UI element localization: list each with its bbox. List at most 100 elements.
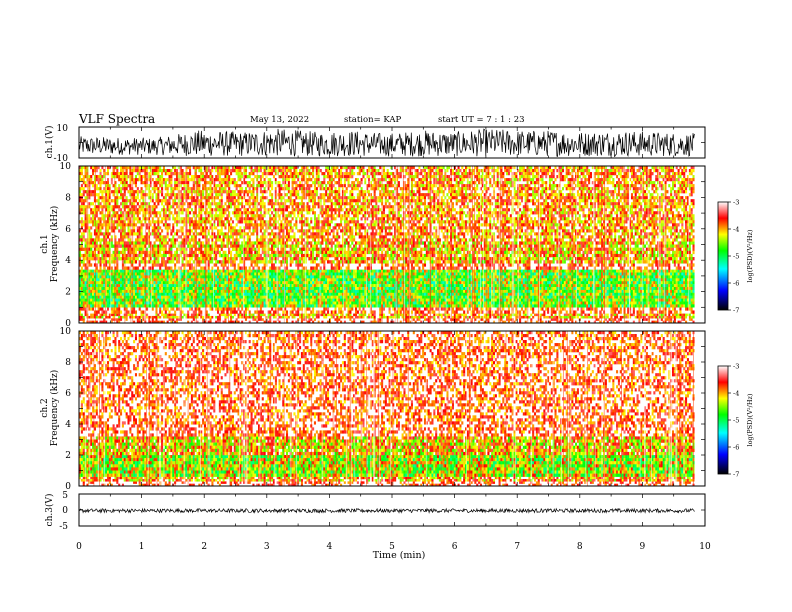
spectrogram-cell — [149, 278, 152, 282]
spectrogram-cell — [267, 275, 270, 279]
spectrogram-cell — [88, 275, 91, 279]
spectrogram-cell — [101, 295, 104, 299]
spectrogram-cell — [248, 281, 251, 285]
spectrogram-cell — [295, 301, 298, 305]
spectrogram-cell — [125, 298, 128, 302]
spectrogram-cell — [271, 289, 274, 294]
spectrogram-cell — [653, 269, 656, 273]
spectrogram-cell — [502, 278, 505, 282]
spectrogram-cell — [215, 275, 218, 279]
spectrogram-cell — [414, 287, 417, 291]
spectrogram-cell — [153, 281, 156, 285]
spectrogram-cell — [591, 269, 594, 273]
spectrogram-cell — [224, 307, 227, 311]
spectrogram-cell — [258, 310, 261, 314]
spectrogram-cell — [478, 287, 481, 291]
spectrogram-cell — [625, 272, 628, 276]
spectrogram-cell — [192, 313, 195, 317]
spectrogram-cell — [610, 284, 613, 288]
spectrogram-cell — [79, 310, 82, 314]
spectrogram-cell — [396, 281, 399, 285]
spectrogram-cell — [679, 275, 682, 279]
spectrogram-cell — [325, 287, 328, 291]
spectrogram-cell — [416, 289, 419, 294]
spectrogram-cell — [207, 281, 210, 285]
spectrogram-cell — [608, 295, 611, 299]
spectrogram-cell — [315, 287, 318, 291]
spectrogram-cell — [539, 278, 542, 282]
spectrogram-cell — [474, 307, 477, 311]
spectrogram-cell — [681, 315, 684, 319]
spectrogram-cell — [530, 295, 533, 299]
spectrogram-cell — [576, 275, 579, 279]
spectrogram-cell — [190, 289, 193, 294]
spectrogram-cell — [222, 281, 225, 285]
spectrogram-cell — [209, 275, 212, 279]
spectrogram-cell — [271, 278, 274, 282]
spectrogram-cell — [79, 307, 82, 311]
spectrogram-cell — [84, 295, 87, 299]
spectrogram-cell — [230, 315, 233, 319]
spectrogram-cell — [302, 298, 305, 302]
spectrogram-cell — [302, 284, 305, 288]
spectrogram-cell — [414, 307, 417, 311]
spectrogram-cell — [532, 298, 535, 302]
spectrogram-cell — [90, 275, 93, 279]
spectrogram-cell — [513, 269, 516, 273]
spectrogram-cell — [476, 281, 479, 285]
spectrogram-cell — [535, 281, 538, 285]
spectrogram-cell — [418, 315, 421, 319]
spectrogram-cell — [259, 310, 262, 314]
spectrogram-cell — [522, 298, 525, 302]
spectrogram-cell — [690, 278, 693, 282]
spectrogram-cell — [407, 320, 410, 324]
spectrogram-cell — [161, 287, 164, 291]
spectrogram-cell — [157, 313, 160, 317]
spectrogram-cell — [416, 318, 419, 321]
spectrogram-cell — [554, 281, 557, 285]
spectrogram-cell — [353, 313, 356, 317]
spectrogram-cell — [224, 315, 227, 319]
spectrogram-cell — [285, 292, 289, 296]
spectrogram-cell — [382, 289, 386, 294]
spectrogram-cell — [168, 275, 171, 279]
spectrogram-cell — [189, 307, 192, 311]
spectrogram-cell — [220, 295, 223, 299]
spectrogram-cell — [382, 292, 386, 296]
spectrogram-cell — [675, 298, 678, 302]
spectrogram-cell — [291, 310, 294, 314]
spectrogram-cell — [567, 289, 570, 294]
spectrogram-cell — [382, 313, 386, 317]
spectrogram-cell — [468, 292, 471, 296]
spectrogram-cell — [248, 287, 251, 291]
spectrogram-cell — [655, 315, 658, 319]
spectrogram-cell — [586, 272, 589, 276]
spectrogram-cell — [670, 289, 673, 294]
spectrogram-cell — [427, 287, 430, 291]
spectrogram-cell — [92, 289, 95, 294]
spectrogram-cell — [677, 275, 680, 279]
spectrogram-cell — [647, 287, 650, 291]
spectrogram-cell — [183, 287, 186, 291]
spectrogram-cell — [599, 320, 602, 324]
spectrogram-cell — [136, 315, 139, 319]
spectrogram-cell — [644, 275, 647, 279]
spectrogram-cell — [547, 292, 550, 296]
spectrogram-cell — [216, 298, 220, 302]
spectrogram-cell — [673, 318, 676, 321]
spectrogram-cell — [161, 281, 164, 285]
spectrogram-cell — [636, 284, 639, 288]
spectrogram-cell — [185, 295, 188, 299]
spectrogram-cell — [164, 278, 167, 282]
spectrogram-cell — [280, 284, 283, 288]
spectrogram-cell — [101, 269, 104, 273]
spectrogram-cell — [595, 269, 598, 273]
spectrogram-cell — [276, 318, 279, 321]
spectrogram-cell — [522, 315, 525, 319]
spectrogram-cell — [634, 298, 637, 302]
spectrogram-cell — [509, 295, 512, 299]
spectrogram-cell — [146, 272, 149, 276]
spectrogram-cell — [216, 278, 220, 282]
spectrogram-cell — [151, 318, 154, 321]
spectrogram-cell — [433, 295, 436, 299]
